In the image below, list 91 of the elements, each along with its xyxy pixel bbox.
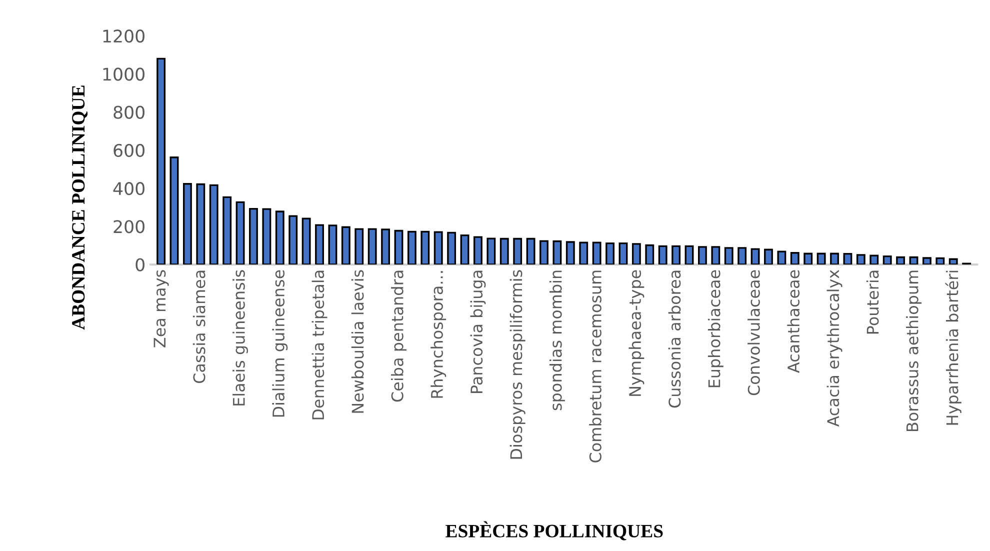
bar (447, 232, 456, 264)
bar (618, 242, 628, 264)
x-tick-label: Cassia siamea (192, 270, 206, 384)
bar (684, 245, 694, 264)
x-tick-label: Pouteria (866, 270, 879, 334)
bar (407, 230, 416, 264)
x-tick-label: Nymphaea-type (628, 270, 644, 396)
bar (948, 258, 958, 264)
bar (870, 254, 879, 264)
bar (302, 218, 311, 264)
x-tick-label: Diospyros mespiliformis (510, 270, 526, 459)
bar (592, 242, 602, 264)
y-tick-label: 400 (113, 182, 144, 196)
bar (156, 58, 166, 264)
bar (486, 238, 496, 264)
bar (764, 248, 773, 264)
bar (500, 238, 509, 264)
bar (738, 247, 747, 264)
bar (196, 183, 206, 264)
bar (315, 224, 324, 264)
x-tick-label: Borassus aethiopum (906, 270, 922, 432)
bar (526, 238, 536, 264)
bar (896, 256, 906, 264)
bar (922, 257, 932, 264)
x-tick-label: Rhynchospora… (430, 271, 446, 398)
bar (632, 243, 641, 264)
y-tick-label: 1200 (103, 30, 144, 43)
bar (843, 252, 852, 264)
bar (209, 184, 218, 264)
bar (328, 224, 338, 264)
bar (354, 228, 364, 264)
bar (711, 246, 720, 264)
x-tick-label: Dennettia tripetala (312, 270, 328, 420)
bar (724, 247, 734, 264)
bar (579, 242, 588, 264)
bar (420, 230, 430, 264)
bar (182, 183, 192, 264)
bar (777, 250, 786, 264)
bar (698, 246, 707, 264)
bar (606, 242, 614, 264)
bar (262, 208, 272, 264)
bar (830, 252, 839, 264)
y-tick-label: 600 (114, 144, 144, 157)
bar (474, 236, 482, 264)
bar (816, 252, 826, 264)
bar (882, 255, 892, 264)
bar (222, 196, 232, 264)
x-tick-label: Ceiba pentandra (391, 270, 406, 402)
x-tick-label: Acanthaceae (787, 270, 800, 373)
bar (750, 248, 760, 264)
bar (513, 238, 522, 264)
bar (658, 245, 668, 264)
bar (804, 252, 813, 264)
x-tick-label: Hyparrhenia bartéri (945, 270, 962, 425)
bar (790, 252, 800, 264)
x-tick-label: Zea mays (154, 270, 169, 348)
x-tick-label: Convolvulaceae (748, 270, 760, 396)
x-tick-label: spondias mombin (549, 270, 565, 410)
y-tick-label: 0 (136, 258, 144, 272)
x-tick-label: Acacia erythrocalyx (826, 270, 842, 427)
y-tick-label: 800 (114, 106, 144, 119)
bar (341, 226, 350, 264)
y-tick-label: 1000 (103, 68, 144, 81)
bar (566, 241, 575, 264)
bar (170, 156, 179, 264)
x-tick-label: Elaeis guineensis (232, 270, 248, 406)
x-tick-label: Cussonia arborea (668, 270, 681, 408)
y-axis-title: ABONDANCE POLLINIQUE (72, 86, 88, 330)
bar (288, 215, 298, 264)
bar (368, 228, 377, 264)
x-tick-label: Dialium guineense (272, 270, 288, 417)
bar (856, 254, 866, 264)
x-tick-label: Pancovia bijuga (470, 270, 486, 393)
bar (394, 230, 404, 264)
x-tick-label: Newbouldia laevis (351, 270, 364, 413)
y-tick-label: 200 (114, 220, 144, 234)
bar (275, 210, 284, 264)
bar (645, 244, 654, 264)
x-tick-label: Combretum racemosum (589, 270, 602, 462)
x-axis-title: ESPÈCES POLLINIQUES (446, 521, 663, 540)
bar (936, 257, 945, 264)
bar (236, 201, 245, 264)
bar (249, 208, 258, 264)
bar (460, 234, 470, 264)
bar (552, 240, 562, 264)
x-tick-label: Euphorbiaceae (708, 270, 724, 388)
bar (909, 256, 918, 264)
bar (540, 240, 548, 264)
bar (672, 245, 681, 264)
bar (434, 231, 443, 264)
bar (381, 228, 390, 264)
